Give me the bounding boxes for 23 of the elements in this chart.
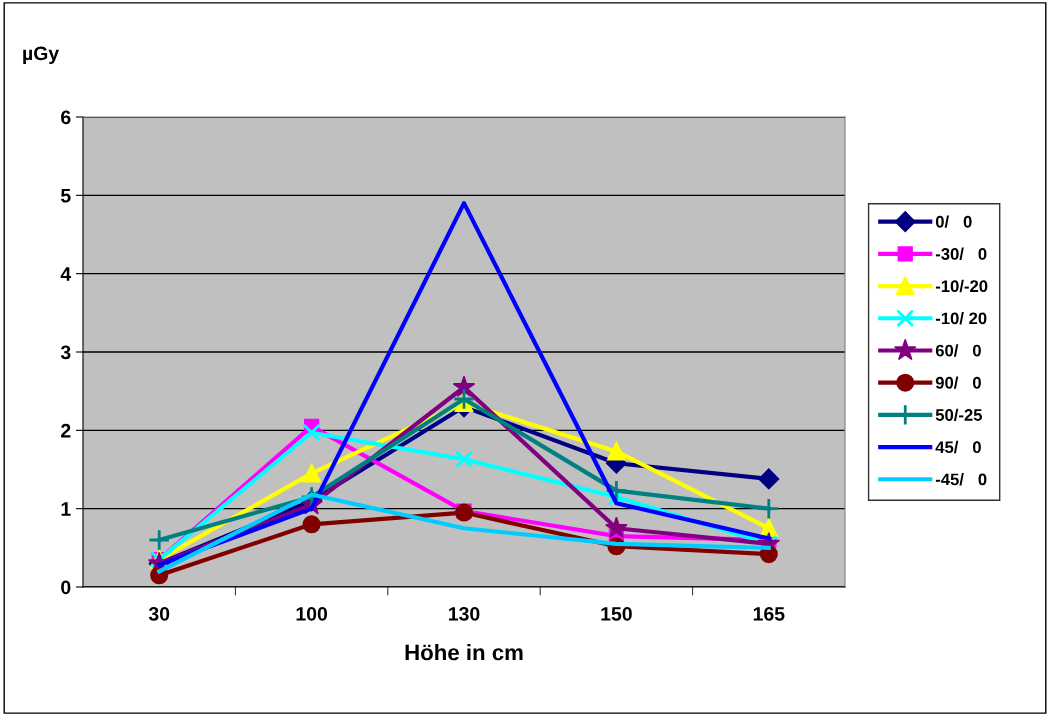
legend-label: -45/ 0: [935, 473, 987, 486]
y-tick-label: 1: [61, 502, 71, 516]
legend-label: -10/ 20: [935, 312, 987, 325]
legend-label: 0/ 0: [935, 215, 972, 228]
x-tick-label: 130: [449, 606, 480, 621]
legend-label: -30/ 0: [935, 247, 987, 261]
y-tick-label: 2: [61, 423, 71, 438]
x-tick-label: 30: [148, 606, 170, 621]
legend-label: -10/-20: [935, 279, 988, 293]
x-tick-label: 165: [753, 606, 785, 621]
legend-label: 50/-25: [935, 408, 983, 422]
legend-label: 45/ 0: [935, 440, 981, 454]
y-tick-label: 3: [60, 345, 71, 360]
y-tick-label: 6: [61, 110, 71, 125]
y-tick-label: 5: [60, 189, 71, 203]
legend-label: 60/ 0: [935, 344, 981, 357]
y-tick-label: 4: [60, 267, 72, 281]
y-tick-label: 0: [61, 580, 71, 595]
x-tick-label: 100: [296, 606, 328, 621]
y-axis-title: µGy: [23, 46, 60, 65]
legend-label: 90/ 0: [935, 376, 981, 389]
x-tick-label: 150: [601, 606, 632, 621]
x-axis-title: Höhe in cm: [405, 644, 523, 661]
